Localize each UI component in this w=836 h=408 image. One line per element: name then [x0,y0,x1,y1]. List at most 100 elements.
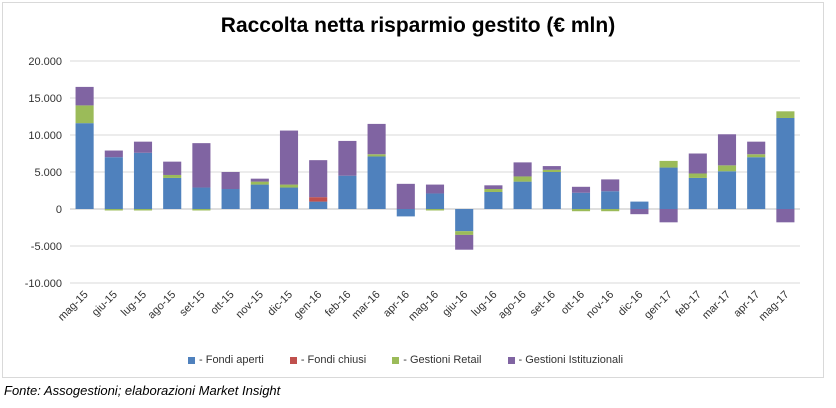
x-tick-label: lug-15 [119,289,149,319]
legend-label: - Fondi chiusi [300,354,367,366]
bar-segment [133,209,153,211]
bar-segment [747,157,766,209]
chart-title: Raccolta netta risparmio gestito (€ mln) [220,14,616,37]
bar-segment [542,169,561,172]
bar-segment [513,162,532,177]
bar-segment [571,209,591,212]
legend-swatch [188,356,195,364]
x-tick-label: ago-15 [146,289,179,322]
legend-label: - Gestioni Retail [403,354,482,366]
bar-segment [747,141,766,155]
x-tick-label: ago-16 [496,289,529,322]
bar-segment [163,174,182,178]
bar-segment [163,161,182,175]
bar-segment [396,183,415,209]
bar-segment [250,181,269,185]
legend-item: - Fondi aperti [188,354,264,366]
bar-segment [717,134,737,166]
bar-segment [601,209,620,212]
bar-segment [221,172,240,190]
bar-segment [542,172,561,209]
legend-swatch [392,356,400,364]
bar-segment [776,117,795,209]
bar-segment [455,209,474,232]
legend-item: - Gestioni Retail [392,354,482,366]
bar-segment [192,209,211,211]
x-tick-label: mar-17 [700,289,733,322]
y-tick-label: 0 [56,204,62,216]
y-tick-label: 20.000 [28,56,62,68]
x-tick-label: giu-16 [440,289,470,319]
bar-segment [104,209,123,211]
bar-segment [75,86,94,106]
bar-segment [601,191,620,209]
y-tick-label: -10.000 [25,278,62,290]
legend: - Fondi aperti - Fondi chiusi - Gestioni R… [188,354,623,366]
bar-segment [630,201,649,209]
x-tick-label: ott-15 [208,289,236,317]
x-tick-label: gen-17 [642,289,675,322]
bar-segment [659,209,678,223]
x-tick-label: set-16 [528,289,558,319]
bar-segment [104,150,123,158]
x-tick-label: feb-17 [673,289,704,320]
x-tick-label: ott-16 [559,289,587,317]
bar-segment [163,177,182,209]
bar-segment [250,184,269,209]
chart-svg: -10.000 -5.000 0 5.000 10.000 15.000 20.000 mag… [25,56,800,324]
bar-segment [192,143,211,188]
x-tick-label: gen-16 [292,289,325,322]
bar-segment [455,231,474,235]
bar-segment [513,181,532,209]
bar-segment [133,152,153,209]
legend-label: - Fondi aperti [199,354,264,366]
bar-segment [776,111,795,118]
bar-segment [309,201,328,209]
bar-segment [104,157,123,209]
bar-segment [717,171,737,209]
bar-segment [717,165,737,172]
y-tick-label: -5.000 [31,241,62,253]
bar-segment [192,187,211,209]
bar-segment [542,166,561,170]
bar-segment [75,123,94,209]
bar-segment [688,173,707,178]
bar-segment [250,178,269,182]
x-tick-label: nov-15 [234,289,266,321]
bar-segment [367,123,386,155]
x-tick-label: mag-16 [406,289,441,324]
bar-segment [425,184,445,194]
bar-segment [221,189,240,209]
bar-segment [309,160,328,198]
y-tick-label: 10.000 [28,130,62,142]
bar-segment [367,156,386,209]
bar-segment [484,189,503,192]
bar-segment [659,167,678,209]
y-tick-label: 15.000 [28,93,62,105]
bar-segment [571,186,591,193]
legend-swatch [289,356,297,364]
bar-segment [659,160,678,168]
bar-segment [396,209,415,217]
y-tick-label: 5.000 [34,167,62,179]
x-tick-label: dic-16 [616,289,646,319]
x-tick-label: set-15 [177,289,207,319]
bar-segment [338,140,357,176]
legend-item: - Fondi chiusi [289,354,367,366]
bar-segment [133,141,153,153]
bar-segment [279,187,299,209]
x-tick-label: giu-15 [90,289,120,319]
x-tick-label: mag-15 [56,289,91,324]
legend-swatch [507,356,515,364]
x-tick-label: mar-16 [350,289,383,322]
bar-segment [688,177,707,209]
bar-segment [338,175,357,209]
bar-segment [747,154,766,158]
bar-segment [279,184,299,188]
bar-segment [484,191,503,209]
bar-segment [513,176,532,182]
bar-segment [630,209,649,215]
bar-segment [425,209,445,211]
bar-segment [367,154,386,157]
x-tick-label: nov-16 [584,289,616,321]
